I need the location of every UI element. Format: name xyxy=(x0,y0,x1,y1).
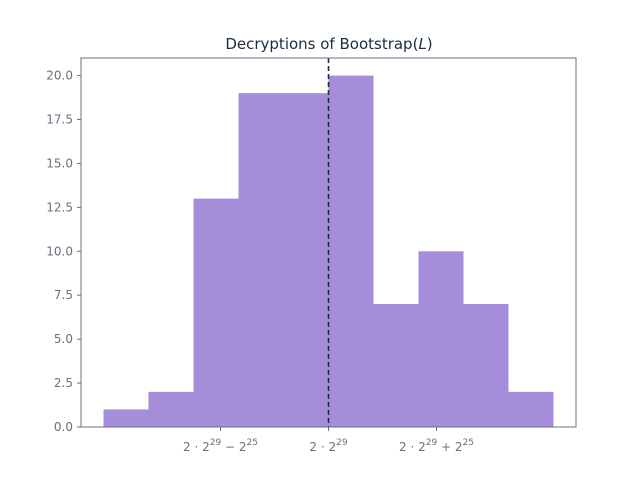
y-tick-label: 2.5 xyxy=(54,376,73,390)
histogram-bar xyxy=(508,391,554,427)
histogram-bar xyxy=(148,391,194,427)
y-tick-label: 17.5 xyxy=(46,113,73,127)
x-tick-label: 2 · 229 + 225 xyxy=(399,438,474,454)
histogram-bar xyxy=(463,304,509,427)
chart-title-variable: L xyxy=(418,35,426,53)
y-tick-label: 12.5 xyxy=(46,200,73,214)
histogram-bar xyxy=(328,75,374,428)
x-tick-label: 2 · 229 − 225 xyxy=(183,438,258,454)
histogram-bar xyxy=(103,409,149,427)
histogram-bar xyxy=(418,251,464,427)
histogram-bar xyxy=(283,93,329,428)
histogram-bar xyxy=(373,304,419,427)
x-axis: 2 · 229 − 225 2 · 229 2 · 229 + 225 xyxy=(183,427,474,454)
y-tick-label: 20.0 xyxy=(46,69,73,83)
chart-title-close: ) xyxy=(427,35,433,53)
histogram-bar xyxy=(193,198,239,427)
y-tick-label: 15.0 xyxy=(46,156,73,170)
chart-title-main: Decryptions of Bootstrap( xyxy=(225,35,418,53)
chart-title: Decryptions of Bootstrap(L) xyxy=(225,35,432,53)
y-tick-label: 10.0 xyxy=(46,244,73,258)
y-axis: 0.0 2.5 5.0 7.5 10.0 12.5 15.0 17.5 20.0 xyxy=(46,69,81,434)
y-tick-label: 0.0 xyxy=(54,420,73,434)
y-tick-label: 5.0 xyxy=(54,332,73,346)
y-tick-label: 7.5 xyxy=(54,288,73,302)
bars-group xyxy=(103,75,554,428)
histogram-bar xyxy=(238,93,284,428)
x-tick-label: 2 · 229 xyxy=(309,438,347,454)
